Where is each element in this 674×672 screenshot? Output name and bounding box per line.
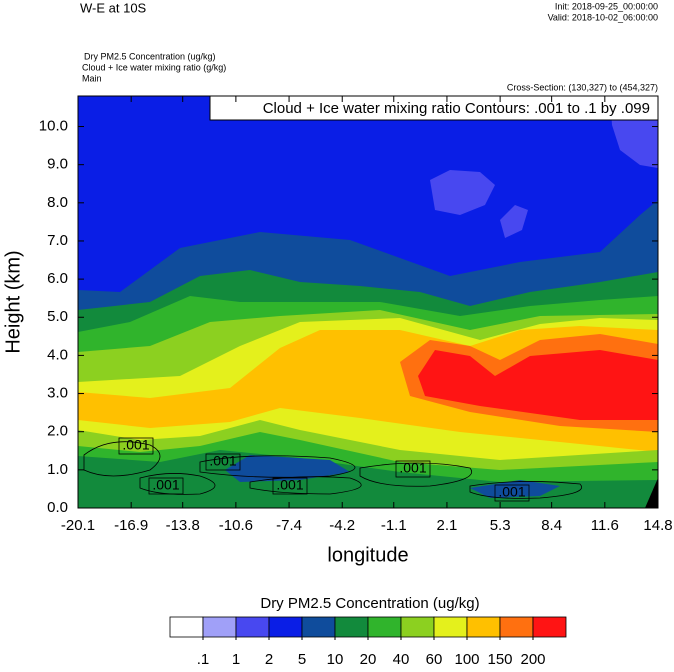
contour-fill <box>430 170 495 215</box>
y-tick-label: 3.0 <box>47 385 68 402</box>
colorbar-label: 20 <box>360 651 377 667</box>
contour-label: .001 <box>122 437 149 453</box>
colorbar-box <box>301 616 336 638</box>
field-label: Cloud + Ice water mixing ratio (g/kg) <box>82 62 226 72</box>
contour-fill <box>470 480 560 498</box>
colorbar-label: 2 <box>265 651 273 667</box>
colorbar-box <box>268 616 303 638</box>
colorbar-label: 60 <box>426 651 443 667</box>
x-tick-label: -1.1 <box>381 517 407 534</box>
x-tick-label: 5.3 <box>490 517 511 534</box>
x-tick-label: -13.8 <box>166 517 200 534</box>
field-label: Dry PM2.5 Concentration (ug/kg) <box>84 51 216 61</box>
colorbar-label: .1 <box>197 651 210 667</box>
y-tick-label: 6.0 <box>47 270 68 287</box>
y-tick-label: 2.0 <box>47 423 68 440</box>
contour-line <box>139 473 216 495</box>
contour-label-box <box>272 477 308 495</box>
x-tick-label: -4.2 <box>329 517 355 534</box>
x-tick-label: -7.4 <box>276 517 302 534</box>
contour-info: Cloud + Ice water mixing ratio Contours:… <box>263 100 650 117</box>
y-tick-label: 0.0 <box>47 499 68 516</box>
contour-fill <box>225 455 350 482</box>
contour-label: .001 <box>276 477 303 493</box>
y-tick-label: 4.0 <box>47 346 68 363</box>
contour-line <box>359 462 472 487</box>
colorbar-label: 40 <box>393 651 410 667</box>
colorbar-label: 10 <box>327 651 344 667</box>
plot-frame <box>77 95 659 509</box>
x-axis-label: longitude <box>327 544 408 566</box>
x-tick-label: 14.8 <box>643 517 672 534</box>
x-tick-label: 2.1 <box>437 517 458 534</box>
chart-title: W-E at 10S <box>80 0 147 15</box>
colorbar-label: 100 <box>454 651 479 667</box>
y-tick-label: 10.0 <box>39 117 68 134</box>
contour-label-box <box>118 437 154 455</box>
colorbar-box <box>202 616 237 638</box>
colorbar-label: 1 <box>232 651 240 667</box>
contour-label: .001 <box>209 453 236 469</box>
y-tick-label: 5.0 <box>47 308 68 325</box>
contour-line <box>199 455 356 478</box>
contour-info-box <box>209 95 659 121</box>
x-tick-label: -10.6 <box>219 517 253 534</box>
contour-label-box <box>395 460 431 478</box>
contour-field: .001 .001 .001 .001 .001 .001 <box>78 96 658 508</box>
y-tick-label: 9.0 <box>47 156 68 173</box>
contour-label: .001 <box>152 477 179 493</box>
contour-label-box <box>205 453 241 471</box>
ground <box>645 478 658 508</box>
contour-fill <box>500 205 528 238</box>
init-time: Init: 2018-09-25_00:00:00 <box>555 1 658 11</box>
colorbar-title: Dry PM2.5 Concentration (ug/kg) <box>260 595 479 612</box>
x-tick-label: -16.9 <box>114 517 148 534</box>
x-tick-label: -20.1 <box>61 517 95 534</box>
colorbar-box <box>235 616 270 638</box>
y-axis-label: Height (km) <box>2 250 24 353</box>
contour-label: .001 <box>399 460 426 476</box>
colorbar-label: 5 <box>298 651 306 667</box>
contour-label-box <box>494 484 530 502</box>
contour-line <box>83 441 161 477</box>
y-tick-label: 1.0 <box>47 461 68 478</box>
colorbar-box <box>367 616 402 638</box>
contour-fill <box>418 350 658 420</box>
x-tick-label: 11.6 <box>591 517 619 534</box>
y-tick-label: 8.0 <box>47 194 68 211</box>
y-tick-label: 7.0 <box>47 232 68 249</box>
colorbar-label: 150 <box>487 651 512 667</box>
overlay: Cloud + Ice water mixing ratio Contours:… <box>39 95 673 534</box>
colorbar-box <box>466 616 501 638</box>
field-label: Main <box>82 73 102 83</box>
colorbar-box <box>532 616 567 638</box>
colorbar-box <box>334 616 369 638</box>
valid-time: Valid: 2018-10-02_06:00:00 <box>548 12 658 22</box>
contour-line <box>249 476 362 495</box>
colorbar-box <box>400 616 435 638</box>
colorbar-box <box>499 616 534 638</box>
colorbar-label: 200 <box>520 651 545 667</box>
contour-label: .001 <box>498 484 525 500</box>
x-tick-label: 8.4 <box>541 517 562 534</box>
cross-section: Cross-Section: (130,327) to (454,327) <box>507 82 658 92</box>
colorbar-box <box>169 616 204 638</box>
contour-line <box>469 481 582 499</box>
contour-label-box <box>148 477 184 495</box>
colorbar-box <box>433 616 468 638</box>
